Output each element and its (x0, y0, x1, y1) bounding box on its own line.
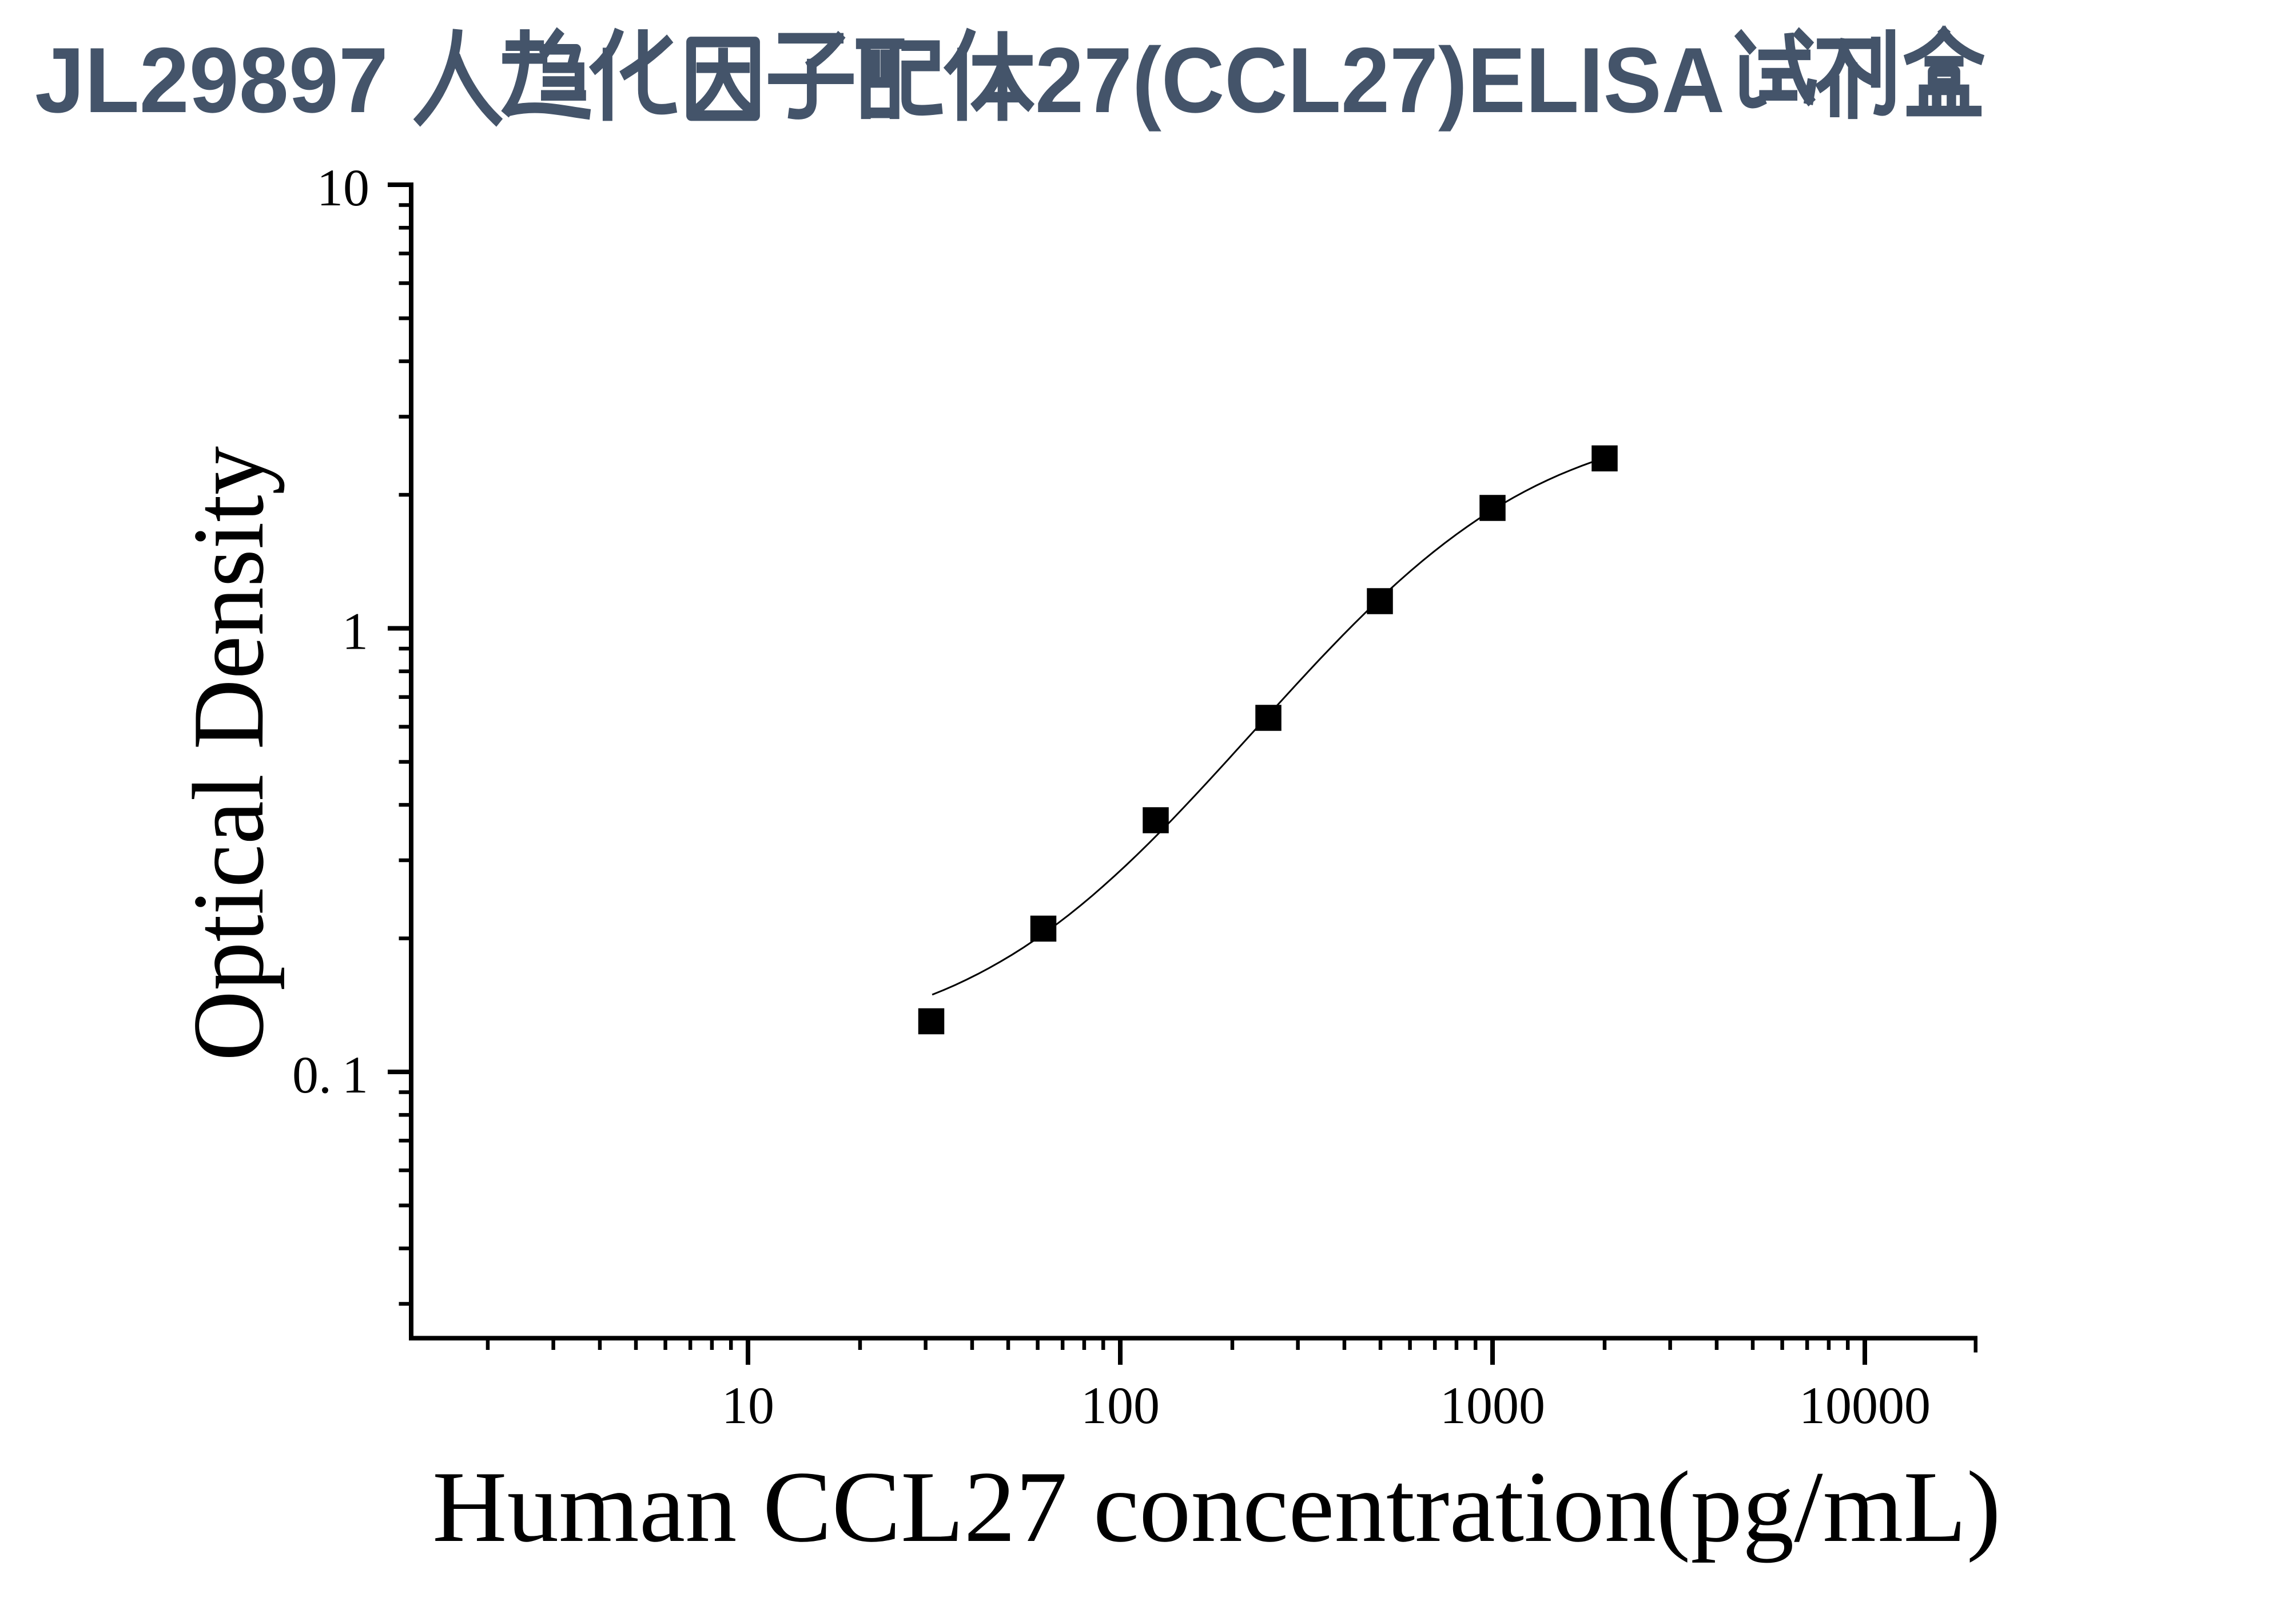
svg-text:10: 10 (722, 1376, 774, 1435)
svg-text:10000: 10000 (1799, 1376, 1931, 1435)
svg-text:1: 1 (342, 602, 368, 661)
svg-text:Optical Density: Optical Density (172, 446, 285, 1061)
svg-text:1: 1 (342, 1046, 368, 1104)
svg-text:Human CCL27 concentration(pg/m: Human CCL27 concentration(pg/mL) (432, 1450, 2001, 1563)
svg-text:JL29897: JL29897 (35, 29, 388, 132)
svg-text:0.: 0. (292, 1046, 332, 1104)
svg-text:10: 10 (317, 158, 369, 217)
svg-text:1000: 1000 (1440, 1376, 1545, 1435)
svg-text:100: 100 (1081, 1376, 1160, 1435)
svg-text:27(CCL27)ELISA: 27(CCL27)ELISA (1035, 29, 1725, 132)
